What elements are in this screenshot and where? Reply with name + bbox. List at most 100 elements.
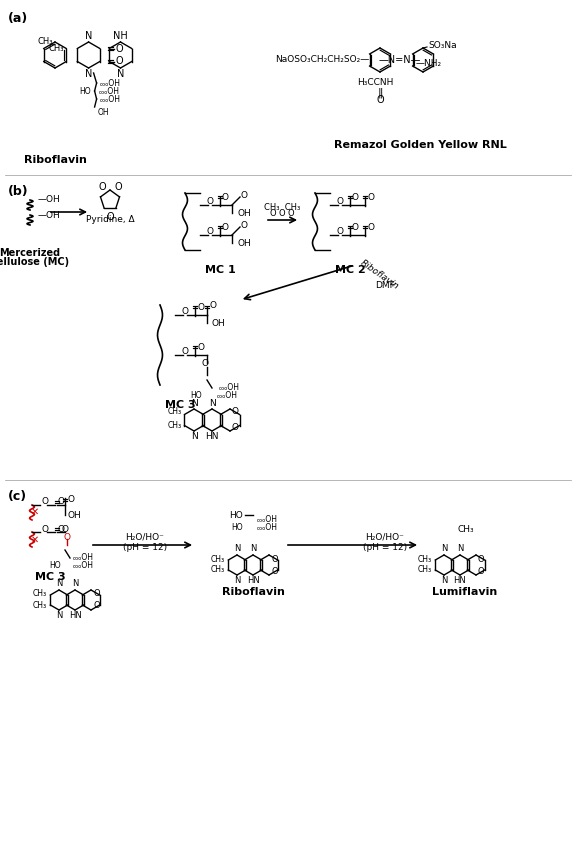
Text: N: N bbox=[85, 69, 92, 79]
Text: N: N bbox=[191, 432, 198, 441]
Text: O: O bbox=[68, 495, 75, 505]
Text: N: N bbox=[85, 31, 92, 41]
Text: (pH = 12): (pH = 12) bbox=[123, 543, 167, 551]
Text: H₃CCNH: H₃CCNH bbox=[357, 78, 393, 87]
Text: N: N bbox=[234, 544, 240, 553]
Text: ₒₒₒOH: ₒₒₒOH bbox=[257, 516, 278, 524]
Text: ₒₒₒOH: ₒₒₒOH bbox=[73, 554, 94, 562]
Text: O: O bbox=[57, 497, 64, 506]
Text: CH₃: CH₃ bbox=[33, 589, 47, 598]
Text: (b): (b) bbox=[8, 185, 29, 198]
Text: NaOSO₃CH₂CH₂SO₂—: NaOSO₃CH₂CH₂SO₂— bbox=[275, 56, 369, 64]
Text: O: O bbox=[41, 497, 48, 506]
Text: CH₃: CH₃ bbox=[37, 37, 53, 46]
Text: CH₃: CH₃ bbox=[49, 44, 65, 53]
Text: O: O bbox=[336, 228, 343, 236]
Text: cellulose (MC): cellulose (MC) bbox=[0, 257, 69, 267]
Text: HO: HO bbox=[191, 391, 202, 399]
Text: O: O bbox=[115, 44, 123, 53]
Text: O: O bbox=[115, 57, 123, 67]
Text: Riboflavin: Riboflavin bbox=[222, 587, 285, 597]
Text: HN: HN bbox=[454, 576, 467, 585]
Text: O: O bbox=[367, 192, 374, 202]
Text: O: O bbox=[63, 533, 70, 542]
Text: O: O bbox=[114, 182, 122, 192]
Text: HO: HO bbox=[79, 86, 90, 95]
Text: HN: HN bbox=[69, 611, 81, 620]
Text: O: O bbox=[241, 220, 248, 230]
Text: O: O bbox=[271, 566, 278, 576]
Text: O: O bbox=[98, 182, 106, 192]
Text: O: O bbox=[376, 95, 384, 105]
Text: N: N bbox=[234, 576, 240, 585]
Text: Remazol Golden Yellow RNL: Remazol Golden Yellow RNL bbox=[334, 140, 506, 150]
Text: N: N bbox=[250, 544, 256, 553]
Text: —OH: —OH bbox=[38, 210, 60, 219]
Text: N: N bbox=[191, 399, 198, 408]
Text: CH₃: CH₃ bbox=[168, 421, 182, 430]
Text: OH: OH bbox=[238, 239, 252, 247]
Text: HO: HO bbox=[229, 511, 243, 520]
Text: CH₃: CH₃ bbox=[211, 565, 225, 575]
Text: O: O bbox=[181, 348, 188, 356]
Text: O: O bbox=[57, 524, 64, 533]
Text: N: N bbox=[56, 579, 62, 588]
Text: O: O bbox=[207, 228, 214, 236]
Text: CH₃: CH₃ bbox=[168, 408, 182, 416]
Text: N: N bbox=[72, 579, 78, 588]
Text: ₒₒₒOH: ₒₒₒOH bbox=[98, 86, 120, 95]
Text: DMF: DMF bbox=[375, 280, 395, 289]
Text: O: O bbox=[367, 223, 374, 231]
Text: O: O bbox=[222, 192, 229, 202]
Text: —NH₂: —NH₂ bbox=[416, 59, 442, 68]
Text: OH: OH bbox=[68, 511, 82, 520]
Text: N: N bbox=[117, 69, 124, 79]
Text: O: O bbox=[181, 307, 188, 316]
Text: O: O bbox=[41, 524, 48, 533]
Text: SO₃Na: SO₃Na bbox=[428, 41, 457, 50]
Text: O: O bbox=[270, 208, 276, 218]
Text: MC 1: MC 1 bbox=[205, 265, 236, 275]
Text: O: O bbox=[62, 524, 69, 533]
Text: HO: HO bbox=[50, 560, 61, 570]
Text: (c): (c) bbox=[8, 490, 27, 503]
Text: OH: OH bbox=[211, 320, 225, 328]
Text: N: N bbox=[209, 399, 215, 408]
Text: O: O bbox=[478, 555, 484, 564]
Text: H₂O/HO⁻: H₂O/HO⁻ bbox=[126, 533, 164, 542]
Text: CH₃: CH₃ bbox=[458, 526, 474, 534]
Text: N: N bbox=[56, 611, 62, 620]
Text: O: O bbox=[209, 300, 216, 310]
Text: O: O bbox=[271, 555, 278, 564]
Text: O: O bbox=[106, 212, 114, 222]
Text: Lumiflavin: Lumiflavin bbox=[433, 587, 498, 597]
Text: HN: HN bbox=[247, 576, 259, 585]
Text: O: O bbox=[241, 191, 248, 199]
Text: N: N bbox=[441, 544, 447, 553]
Text: ‖: ‖ bbox=[377, 88, 382, 99]
Text: Riboflavin: Riboflavin bbox=[359, 258, 401, 291]
Text: N: N bbox=[441, 576, 447, 585]
Text: ₒₒₒOH: ₒₒₒOH bbox=[219, 383, 240, 392]
Text: H₂O/HO⁻: H₂O/HO⁻ bbox=[366, 533, 404, 542]
Text: O: O bbox=[287, 208, 294, 218]
Text: Mercerized: Mercerized bbox=[0, 248, 60, 258]
Text: OH: OH bbox=[238, 208, 252, 218]
Text: CH₃: CH₃ bbox=[211, 555, 225, 564]
Text: O: O bbox=[336, 197, 343, 207]
Text: ₒₒₒOH: ₒₒₒOH bbox=[217, 391, 238, 399]
Text: O: O bbox=[93, 602, 100, 610]
Text: ₒₒₒOH: ₒₒₒOH bbox=[100, 78, 120, 88]
Text: ₒₒₒOH: ₒₒₒOH bbox=[100, 95, 120, 104]
Text: Riboflavin: Riboflavin bbox=[24, 155, 86, 165]
Text: Pyridine, Δ: Pyridine, Δ bbox=[86, 215, 134, 224]
Text: O: O bbox=[232, 408, 239, 416]
Text: HO: HO bbox=[232, 522, 243, 532]
Text: OH: OH bbox=[97, 108, 109, 117]
Text: (pH = 12): (pH = 12) bbox=[363, 543, 407, 551]
Text: ₒₒₒOH: ₒₒₒOH bbox=[73, 561, 94, 571]
Text: O: O bbox=[352, 223, 359, 231]
Text: ₒₒₒOH: ₒₒₒOH bbox=[257, 522, 278, 532]
Text: CH₃: CH₃ bbox=[418, 565, 432, 575]
Text: ✕: ✕ bbox=[31, 535, 39, 545]
